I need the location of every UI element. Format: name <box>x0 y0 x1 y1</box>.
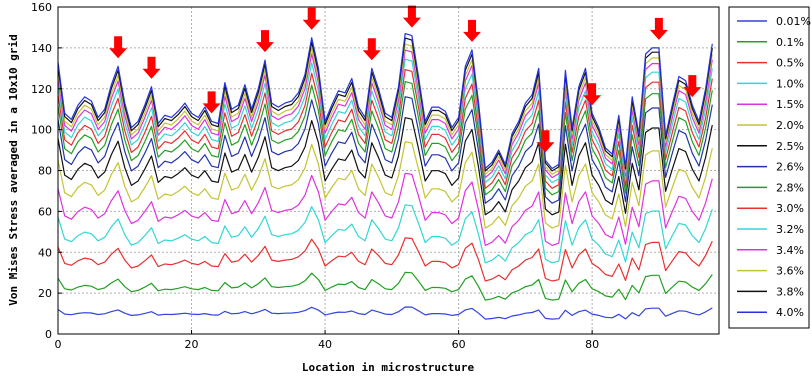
x-tick-label: 60 <box>452 338 466 351</box>
legend-label: 1.0% <box>776 77 804 90</box>
y-tick-label: 80 <box>38 165 52 178</box>
legend-label: 3.4% <box>776 244 804 257</box>
legend-label: 3.0% <box>776 202 804 215</box>
y-tick-label: 100 <box>31 124 52 137</box>
y-tick-label: 160 <box>31 1 52 14</box>
legend-label: 2.6% <box>776 161 804 174</box>
legend-label: 2.5% <box>776 140 804 153</box>
x-tick-label: 0 <box>55 338 62 351</box>
y-ticks: 0 20 40 60 80 100 120 140 160 <box>31 1 62 341</box>
legend-label: 3.2% <box>776 223 804 236</box>
y-tick-label: 40 <box>38 246 52 259</box>
y-axis-label: Von Mises Stress averaged in a 10x10 gri… <box>7 34 20 306</box>
legend-label: 4.0% <box>776 306 804 319</box>
legend-label: 3.6% <box>776 265 804 278</box>
x-tick-label: 80 <box>585 338 599 351</box>
y-tick-label: 0 <box>45 328 52 341</box>
y-tick-label: 140 <box>31 42 52 55</box>
legend-label: 0.5% <box>776 57 804 70</box>
legend-label: 0.1% <box>776 36 804 49</box>
y-tick-label: 120 <box>31 83 52 96</box>
y-tick-label: 60 <box>38 205 52 218</box>
legend-label: 1.5% <box>776 98 804 111</box>
x-axis-label: Location in microstructure <box>302 361 475 374</box>
x-tick-label: 20 <box>185 338 199 351</box>
legend-label: 3.8% <box>776 285 804 298</box>
x-tick-label: 40 <box>318 338 332 351</box>
y-tick-label: 20 <box>38 287 52 300</box>
legend-label: 0.01% <box>776 15 811 28</box>
legend-label: 2.0% <box>776 119 804 132</box>
legend-label: 2.8% <box>776 181 804 194</box>
